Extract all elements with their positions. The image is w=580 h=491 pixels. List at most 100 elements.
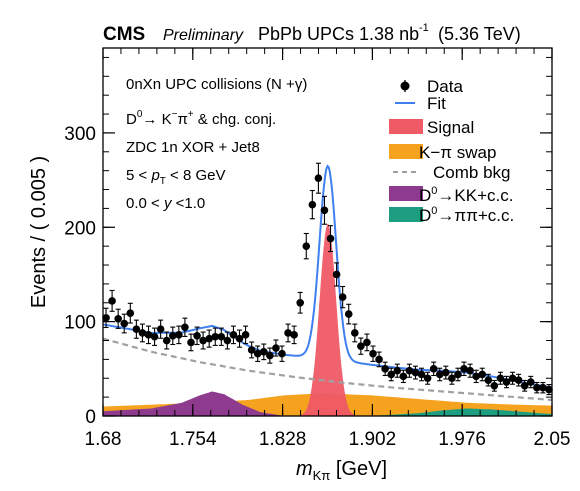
data-point <box>278 345 286 362</box>
data-point <box>369 345 377 362</box>
data-point <box>150 327 159 346</box>
data-point <box>102 307 110 329</box>
data-point <box>399 369 408 384</box>
data-point <box>302 232 311 260</box>
data-point <box>533 381 541 394</box>
legend-signal-swatch <box>389 119 423 134</box>
data-point <box>187 333 195 352</box>
data-point <box>205 329 213 348</box>
data-point <box>114 308 122 329</box>
legend-kk: D0→KK+c.c. <box>389 185 513 205</box>
y-tick-label: 0 <box>85 407 96 428</box>
data-point <box>454 367 462 382</box>
data-point <box>326 225 335 253</box>
legend-signal: Signal <box>389 118 474 137</box>
data-point <box>381 361 389 377</box>
data-point <box>423 371 432 385</box>
data-point <box>472 369 480 384</box>
legend-fit-label: Fit <box>427 94 446 113</box>
data-point <box>138 323 147 343</box>
data-point <box>259 343 268 361</box>
status-label: Preliminary <box>163 27 244 44</box>
signal-peak <box>292 223 364 416</box>
annotation-decay: D0→ K−π+ & chg. conj. <box>126 109 276 128</box>
x-tick-label: 1.828 <box>259 429 307 450</box>
legend-comb: Comb bkg <box>393 163 510 182</box>
data-point <box>405 363 414 378</box>
data-point <box>363 333 371 352</box>
data-point <box>211 327 220 346</box>
data-point <box>484 373 493 387</box>
data-point <box>193 326 201 346</box>
data-point <box>539 381 547 394</box>
legend-swap: K−π swap <box>389 143 496 162</box>
data-point <box>175 325 183 345</box>
data-point <box>144 325 153 345</box>
legend-swap-swatch <box>389 144 423 159</box>
x-tick-label: 1.902 <box>349 429 397 450</box>
y-axis-label: Events / ( 0.005 ) <box>28 156 50 308</box>
legend-data: Data <box>400 77 463 96</box>
x-tick-label: 1.976 <box>438 429 486 450</box>
data-point <box>448 371 456 385</box>
plot-area <box>102 162 553 416</box>
data-point <box>526 375 535 389</box>
annotation-pt-range: 5 < pT < 8 GeV <box>126 167 226 187</box>
data-point <box>375 351 383 368</box>
data-point <box>241 325 250 345</box>
y-tick-label: 100 <box>64 313 96 334</box>
data-point <box>296 291 304 314</box>
legend-pipi: D0→ππ+c.c. <box>389 205 514 225</box>
data-point <box>344 303 353 325</box>
data-point <box>314 162 323 194</box>
energy-label: (5.36 TeV) <box>438 24 521 44</box>
data-point <box>168 326 177 346</box>
data-point <box>181 317 189 338</box>
data-point <box>357 337 365 355</box>
data-point <box>223 331 232 350</box>
legend: Data Fit Signal K−π swap Comb bkg D0→KK+… <box>389 77 514 225</box>
y-tick-label: 200 <box>64 218 96 239</box>
x-axis-label: mKπ [GeV] <box>296 458 387 483</box>
x-tick-label: 1.754 <box>169 429 217 450</box>
data-point <box>132 319 141 339</box>
legend-kk-swatch <box>389 186 423 201</box>
data-point <box>460 361 468 377</box>
data-point <box>156 319 165 339</box>
legend-signal-label: Signal <box>427 118 474 137</box>
legend-data-marker <box>400 81 410 91</box>
legend-kk-label: D0→KK+c.c. <box>419 185 513 205</box>
data-point <box>308 189 317 220</box>
data-point <box>393 363 402 378</box>
data-point <box>478 367 487 382</box>
data-point <box>247 341 256 359</box>
legend-swap-label: K−π swap <box>419 143 496 162</box>
data-point <box>502 375 511 389</box>
dataset-label: PbPb UPCs 1.38 nb <box>258 24 419 44</box>
data-point <box>162 331 171 350</box>
legend-comb-label: Comb bkg <box>433 163 510 182</box>
x-tick-label: 2.05 <box>534 429 571 450</box>
data-point <box>417 367 426 382</box>
data-point <box>490 379 499 392</box>
x-tick-label: 1.68 <box>85 429 122 450</box>
data-point <box>290 325 298 345</box>
legend-pipi-swatch <box>389 207 423 222</box>
legend-data-label: Data <box>427 77 463 96</box>
kk-band <box>103 391 285 416</box>
annotation-collisions: 0nXn UPC collisions (N +γ) <box>126 76 307 93</box>
data-point <box>126 302 135 324</box>
data-point <box>514 373 523 387</box>
data-point <box>351 323 359 343</box>
data-point <box>284 323 292 343</box>
data-point <box>411 365 420 380</box>
data-point <box>496 371 505 385</box>
data-point <box>253 345 262 362</box>
experiment-label: CMS <box>103 24 145 45</box>
legend-fit: Fit <box>395 94 446 113</box>
data-point <box>435 367 444 382</box>
data-point <box>235 329 244 348</box>
data-point <box>120 313 129 334</box>
data-point <box>466 363 474 378</box>
data-point <box>217 327 226 346</box>
